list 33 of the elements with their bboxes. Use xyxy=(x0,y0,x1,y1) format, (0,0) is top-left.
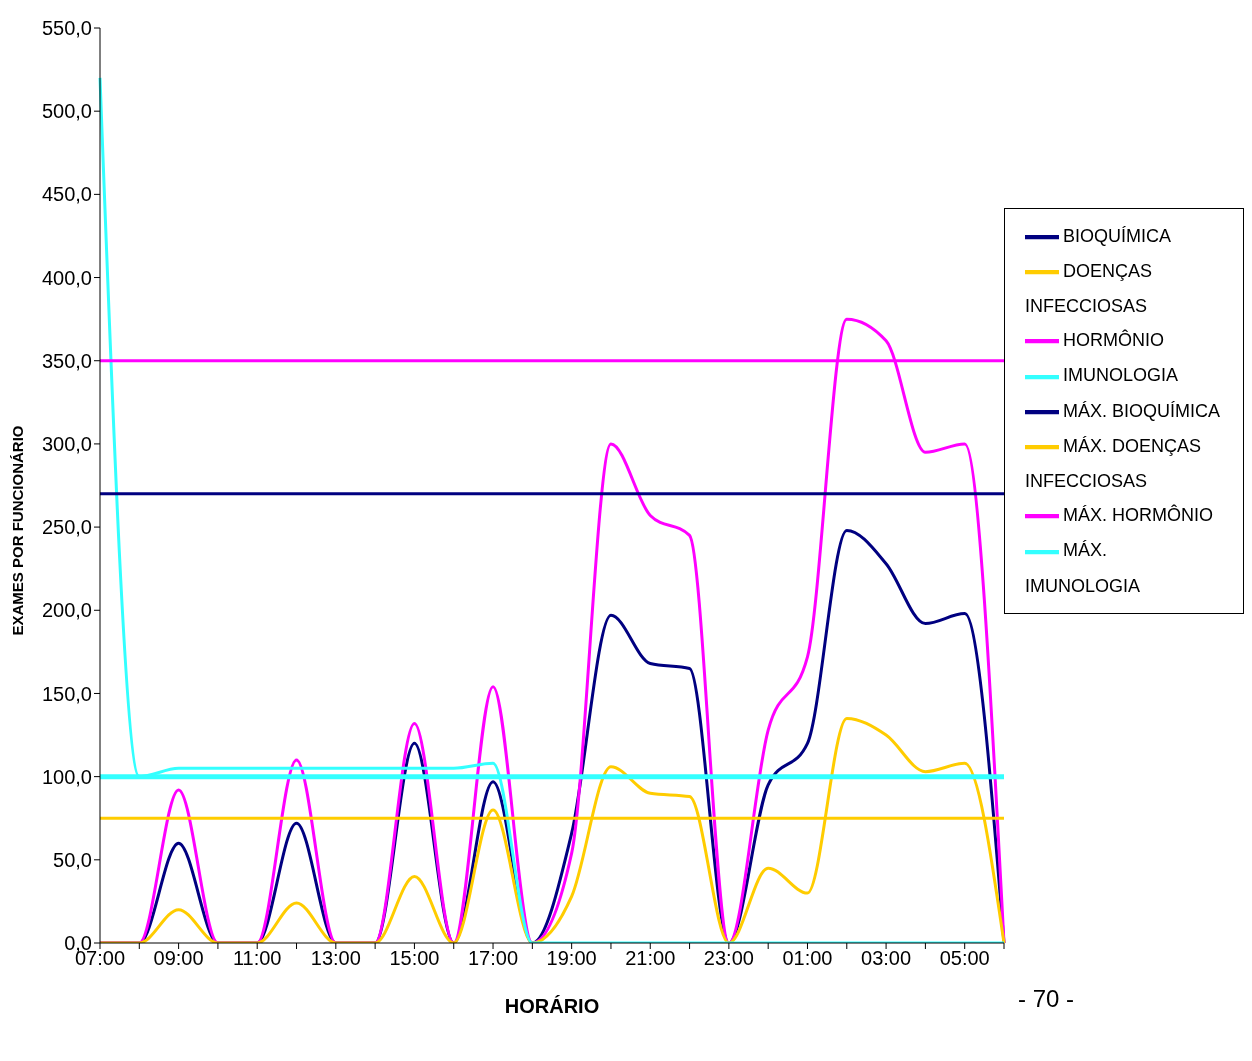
x-tick-label: 01:00 xyxy=(782,947,833,970)
legend-label: HORMÔNIO xyxy=(1063,330,1164,350)
x-tick-label: 17:00 xyxy=(468,947,519,970)
x-tick-label: 09:00 xyxy=(153,947,204,970)
y-tick-label: 100,0 xyxy=(41,765,92,788)
x-tick-label: 13:00 xyxy=(310,947,361,970)
y-tick-label: 450,0 xyxy=(41,183,92,206)
text: - 70 - xyxy=(1017,985,1074,1013)
y-tick-label: 400,0 xyxy=(41,266,92,289)
y-tick-label: 350,0 xyxy=(41,349,92,372)
y-axis-title: EXAMES POR FUNCIONÁRIO xyxy=(9,425,27,636)
y-tick-label: 300,0 xyxy=(41,433,92,456)
legend-label: MÁX. BIOQUÍMICA xyxy=(1063,400,1221,421)
y-tick-label: 150,0 xyxy=(41,682,92,705)
legend-label: DOENÇAS INFECCIOSAS xyxy=(1025,260,1153,316)
y-tick-label: 550,0 xyxy=(41,17,92,40)
x-tick-label: 05:00 xyxy=(939,947,990,970)
x-tick-label: 15:00 xyxy=(389,947,440,970)
y-tick-label: 250,0 xyxy=(41,516,92,539)
y-tick-label: 200,0 xyxy=(41,599,92,622)
x-tick-label: 11:00 xyxy=(232,947,282,970)
x-tick-label: 23:00 xyxy=(703,947,754,970)
y-tick-label: 500,0 xyxy=(41,100,92,123)
legend-label: MÁX. DOENÇAS INFECCIOSAS xyxy=(1025,435,1202,491)
legend-label: MÁX. HORMÔNIO xyxy=(1063,505,1214,525)
x-tick-label: 03:00 xyxy=(861,947,912,970)
y-tick-label: 50,0 xyxy=(53,848,92,871)
x-tick-label: 21:00 xyxy=(625,947,676,970)
x-tick-label: 19:00 xyxy=(546,947,597,970)
legend-label: MÁX. IMUNOLOGIA xyxy=(1025,540,1141,596)
legend-label: BIOQUÍMICA xyxy=(1063,225,1172,246)
x-axis-title: HORÁRIO xyxy=(504,995,600,1017)
legend-label: IMUNOLOGIA xyxy=(1063,365,1179,386)
